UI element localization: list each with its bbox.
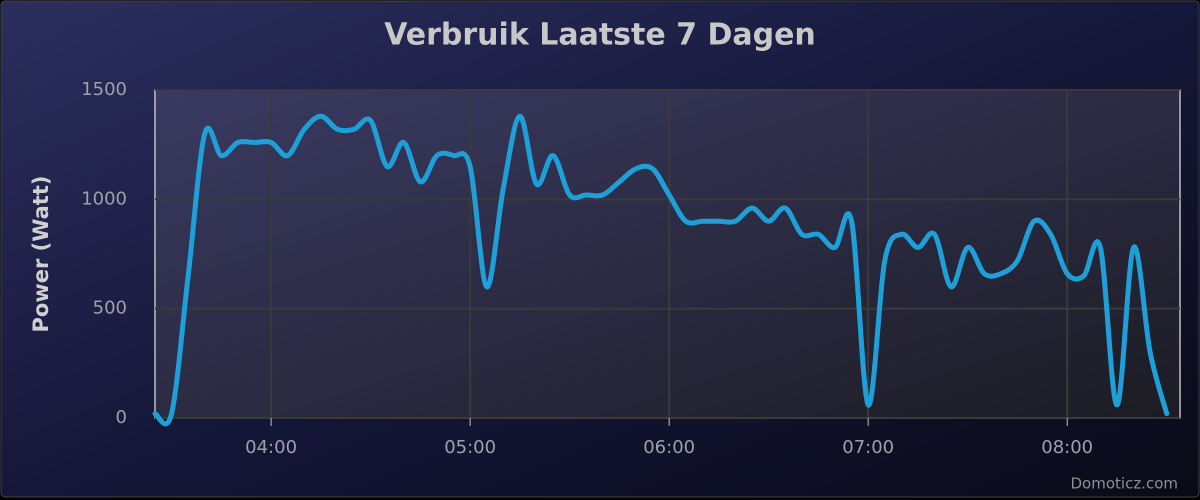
- y-tick-label: 1000: [81, 188, 127, 209]
- x-tick-label: 05:00: [444, 437, 496, 458]
- x-tick-label: 06:00: [643, 437, 695, 458]
- y-tick-label: 0: [116, 407, 127, 428]
- chart-title: Verbruik Laatste 7 Dagen: [384, 18, 816, 53]
- plot-area: [154, 89, 1181, 419]
- credits: Domoticz.com: [1071, 475, 1179, 493]
- x-tick-label: 07:00: [842, 437, 894, 458]
- y-axis-label: Power (Watt): [29, 176, 53, 333]
- y-tick-label: 1500: [81, 79, 127, 100]
- x-tick-label: 08:00: [1041, 437, 1093, 458]
- data-line: [152, 113, 1170, 427]
- y-tick-label: 500: [93, 298, 127, 319]
- x-tick-label: 04:00: [245, 437, 297, 458]
